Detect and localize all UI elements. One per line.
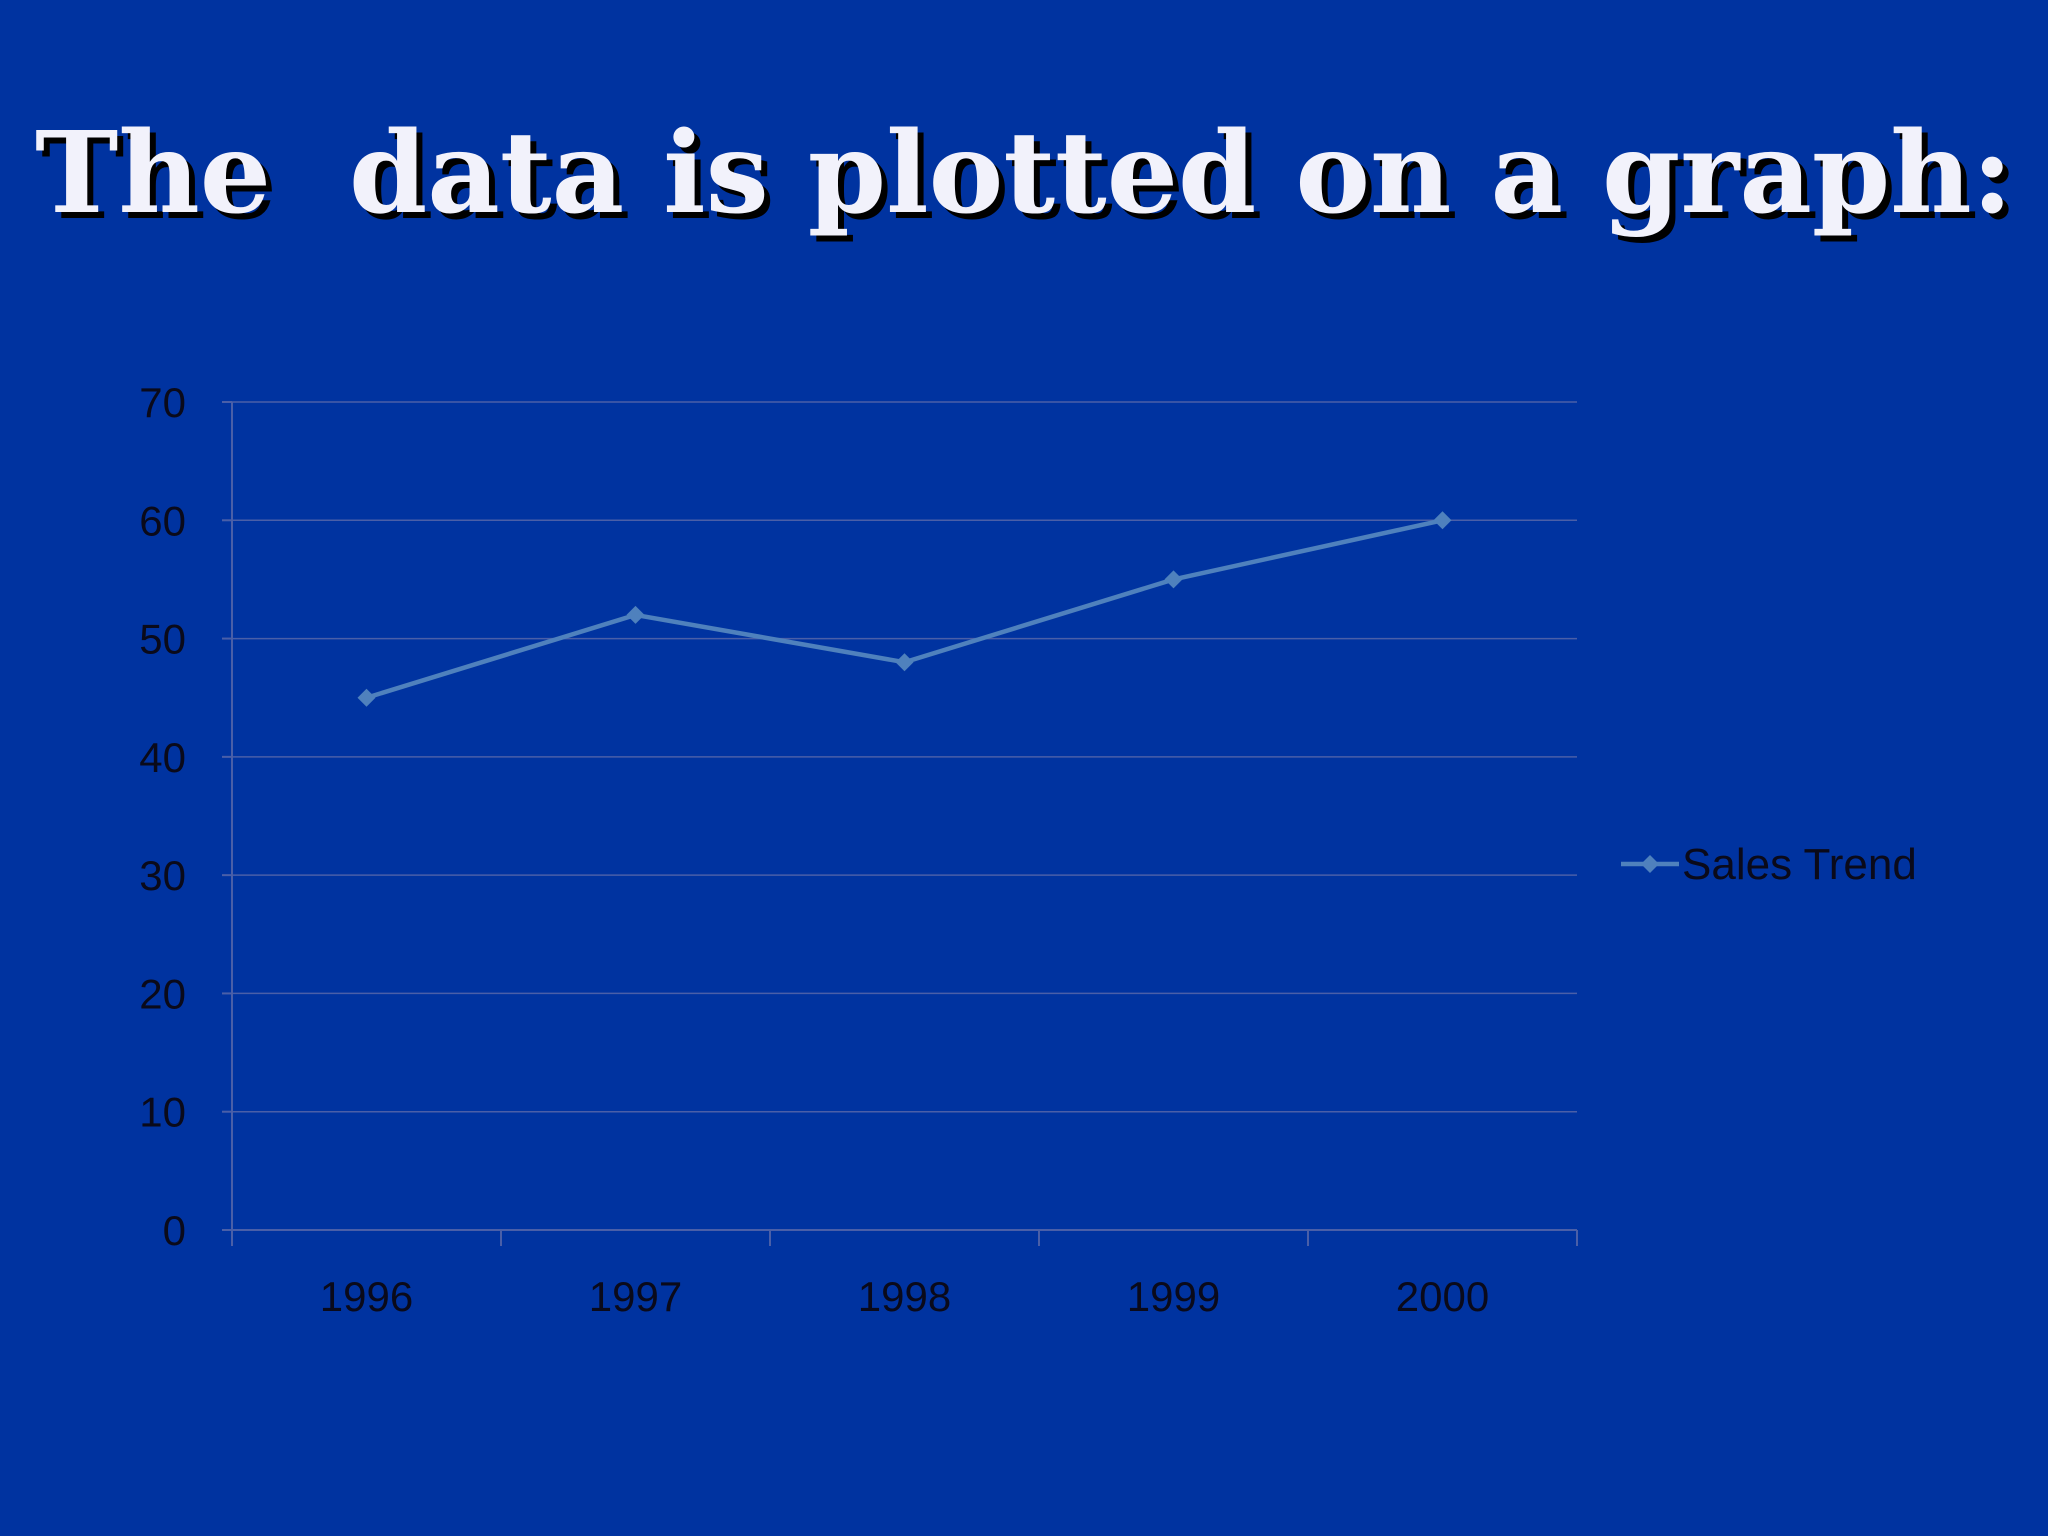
data-point-marker	[1433, 511, 1452, 530]
slide-title: The data is plotted on a graph:	[34, 108, 2014, 239]
legend: Sales Trend	[1621, 840, 1917, 889]
data-point-marker	[357, 688, 376, 707]
legend-marker	[1641, 855, 1659, 873]
x-tick-label: 1997	[589, 1273, 682, 1320]
y-tick-label: 60	[139, 497, 186, 544]
y-tick-label: 20	[139, 970, 186, 1017]
y-tick-label: 10	[139, 1089, 186, 1136]
y-tick-label: 50	[139, 616, 186, 663]
x-tick-label: 1999	[1127, 1273, 1220, 1320]
legend-label: Sales Trend	[1682, 840, 1917, 889]
x-tick-label: 1996	[320, 1273, 413, 1320]
gridlines	[232, 401, 1577, 1113]
series-sales-trend	[357, 511, 1452, 707]
y-tick-label: 70	[139, 379, 186, 426]
y-tick-label: 0	[163, 1207, 186, 1254]
data-point-marker	[626, 605, 645, 624]
y-tick-label: 40	[139, 734, 186, 781]
y-tick-label: 30	[139, 852, 186, 899]
y-axis-ticks: 0 10 20 30 40 50 60 70	[139, 379, 186, 1254]
data-point-marker	[895, 653, 914, 672]
x-tick-label: 1998	[858, 1273, 951, 1320]
x-axis-ticks: 1996 1997 1998 1999 2000	[320, 1273, 1489, 1320]
axes	[222, 401, 1578, 1246]
x-tick-label: 2000	[1396, 1273, 1489, 1320]
data-point-marker	[1164, 570, 1183, 589]
